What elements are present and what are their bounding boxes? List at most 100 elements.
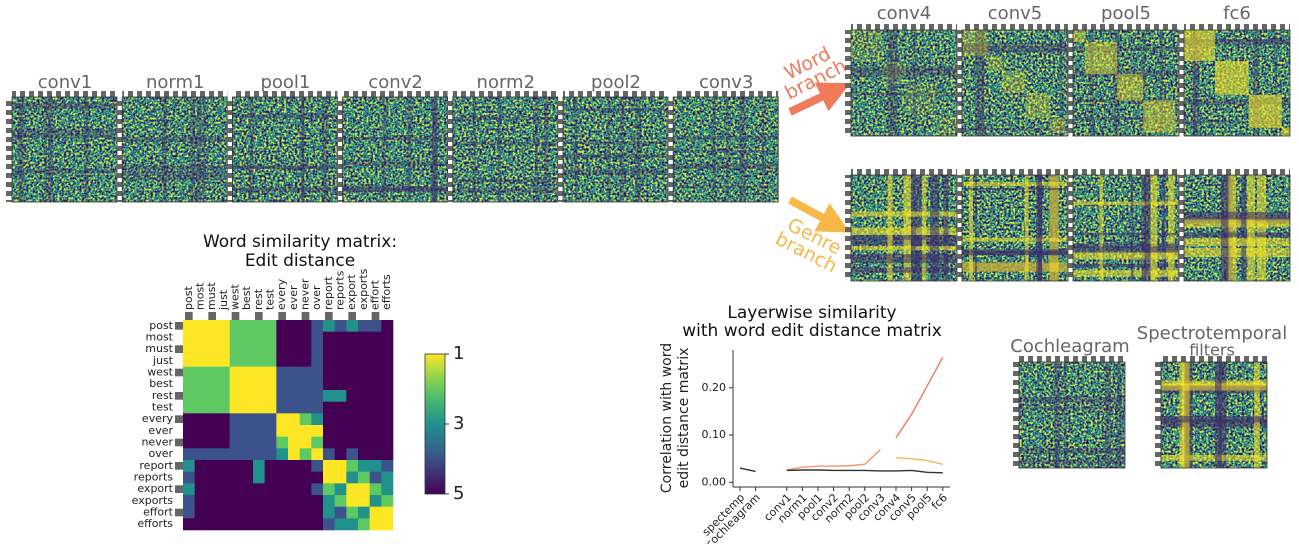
thumb-stripe bbox=[1161, 415, 1267, 423]
heatmap-cell bbox=[323, 413, 335, 426]
heatmap-cell bbox=[194, 436, 207, 449]
similarity-thumbnail bbox=[1067, 24, 1180, 137]
thumb-tabs-left bbox=[845, 175, 851, 281]
y-tick-label: 0.20 bbox=[702, 381, 727, 394]
thumb-stripe bbox=[1073, 232, 1179, 236]
heatmap-cell bbox=[323, 320, 335, 332]
heatmap-cell bbox=[334, 483, 347, 496]
heatmap-cell bbox=[276, 506, 289, 519]
thumb-tabs-left bbox=[1178, 30, 1184, 136]
heatmap-cell bbox=[229, 471, 242, 484]
series-line bbox=[895, 457, 943, 466]
heatmap-cell bbox=[206, 506, 219, 519]
thumb-block bbox=[1143, 100, 1176, 133]
thumb-stripe bbox=[1144, 175, 1151, 281]
heatmap-cell bbox=[276, 448, 289, 461]
thumb-stripe bbox=[913, 30, 917, 136]
heatmap-cell bbox=[346, 460, 359, 472]
heatmap-cell bbox=[206, 518, 219, 531]
heatmap-cell bbox=[253, 460, 265, 472]
heatmap-cell bbox=[276, 401, 289, 414]
thumb-stripe bbox=[342, 136, 448, 141]
heatmap-cell bbox=[241, 366, 254, 379]
thumb-stripe bbox=[726, 97, 729, 202]
heatmap-cell bbox=[288, 378, 300, 391]
heatmap-cell bbox=[194, 331, 207, 344]
heatmap-cell bbox=[218, 471, 230, 484]
heatmap-cell bbox=[229, 401, 242, 414]
thumb-stripe bbox=[1220, 175, 1229, 281]
row-label: post bbox=[149, 319, 173, 332]
heatmap-cell bbox=[381, 401, 394, 414]
heatmap-cell bbox=[299, 460, 312, 472]
y-axis-label: Correlation with word edit distance matr… bbox=[659, 343, 692, 493]
heatmap-cell bbox=[241, 495, 254, 507]
heatmap-cell bbox=[334, 518, 347, 531]
heatmap-cell bbox=[311, 436, 324, 449]
heatmap-cell bbox=[264, 355, 277, 367]
row-tab bbox=[175, 508, 183, 517]
heatmap-cell bbox=[358, 425, 370, 437]
thumb-tabs-top bbox=[1184, 24, 1290, 30]
heatmap-cell bbox=[334, 506, 347, 519]
heatmap-cell bbox=[323, 331, 335, 344]
similarity-thumbnail bbox=[557, 91, 669, 203]
column-label: every bbox=[275, 278, 288, 310]
thumb-tabs-left bbox=[1178, 175, 1184, 281]
heatmap-cell bbox=[299, 506, 312, 519]
heatmap-cell bbox=[218, 436, 230, 449]
thumb-tabs-top bbox=[851, 169, 957, 175]
heatmap-cell bbox=[183, 413, 195, 426]
heatmap-cell bbox=[323, 506, 335, 519]
heatmap-cell bbox=[183, 448, 195, 461]
heatmap-cell bbox=[241, 425, 254, 437]
heatmap-cell bbox=[276, 518, 289, 531]
thumb-texture bbox=[1019, 362, 1125, 468]
heatmap-cell bbox=[369, 355, 382, 367]
heatmap-cell bbox=[253, 343, 265, 356]
heatmap-cell bbox=[369, 401, 382, 414]
thumb-stripe bbox=[1184, 211, 1290, 220]
thumb-stripe bbox=[1142, 30, 1146, 136]
heatmap-cell bbox=[229, 331, 242, 344]
heatmap-cell bbox=[381, 331, 394, 344]
thumb-stripe bbox=[1161, 175, 1166, 281]
heatmap-cell bbox=[288, 471, 300, 484]
heatmap-cell bbox=[206, 495, 219, 507]
thumb-stripe bbox=[1019, 406, 1125, 410]
heatmap-cell bbox=[358, 436, 370, 449]
thumb-block bbox=[1073, 30, 1086, 43]
similarity-thumbnail bbox=[845, 169, 958, 282]
column-label: best bbox=[240, 286, 253, 310]
heatmap-cell bbox=[264, 518, 277, 531]
heatmap-cell bbox=[299, 390, 312, 402]
thumb-stripe bbox=[851, 267, 957, 273]
heatmap-cell bbox=[264, 436, 277, 449]
layer-label: conv1 bbox=[38, 72, 92, 93]
heatmap-cell bbox=[183, 436, 195, 449]
heatmap-cell bbox=[229, 378, 242, 391]
heatmap-cell bbox=[194, 471, 207, 484]
heatmap-cell bbox=[276, 390, 289, 402]
thumb-frame bbox=[672, 96, 779, 203]
heatmap-cell bbox=[276, 436, 289, 449]
heatmap-cell bbox=[334, 401, 347, 414]
heatmap-cell bbox=[206, 366, 219, 379]
heatmap-cell bbox=[183, 320, 195, 332]
row-label: export bbox=[137, 482, 173, 495]
thumb-stripe bbox=[84, 97, 89, 202]
heatmap-cell bbox=[346, 425, 359, 437]
thumb-stripe bbox=[1161, 383, 1267, 391]
heatmap-cell bbox=[194, 401, 207, 414]
heatmap-cell bbox=[381, 390, 394, 402]
thumb-stripe bbox=[962, 249, 1068, 256]
layer-label: conv2 bbox=[368, 72, 422, 93]
thumb-stripe bbox=[851, 234, 957, 240]
heatmap-cell bbox=[358, 355, 370, 367]
thumb-stripe bbox=[1184, 232, 1290, 238]
thumb-stripe bbox=[18, 97, 24, 202]
column-label: test bbox=[264, 288, 277, 310]
heatmap-cell bbox=[183, 460, 195, 472]
heatmap-cell bbox=[206, 343, 219, 356]
heatmap-cell bbox=[288, 413, 300, 426]
